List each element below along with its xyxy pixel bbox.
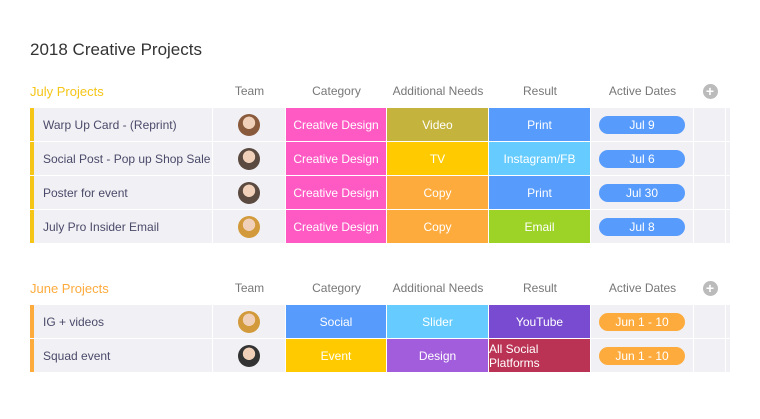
item-name[interactable]: Warp Up Card - (Reprint): [30, 108, 213, 141]
dates-cell[interactable]: Jul 9: [591, 108, 694, 141]
result-cell[interactable]: All Social Platforms: [489, 339, 591, 372]
group-title[interactable]: July Projects: [30, 83, 104, 99]
dates-cell[interactable]: Jun 1 - 10: [591, 305, 694, 338]
avatar: [238, 181, 260, 204]
column-header-dates[interactable]: Active Dates: [608, 84, 677, 98]
column-header-needs[interactable]: Additional Needs: [392, 84, 484, 98]
needs-cell[interactable]: TV: [387, 142, 489, 175]
page-title: 2018 Creative Projects: [30, 40, 202, 59]
empty-cell: [694, 142, 726, 175]
empty-cell: [694, 339, 726, 372]
category-cell[interactable]: Event: [286, 339, 387, 372]
team-cell[interactable]: [213, 210, 286, 243]
result-cell[interactable]: YouTube: [489, 305, 591, 338]
item-name[interactable]: Social Post - Pop up Shop Sale: [30, 142, 213, 175]
group-1: June Projects Team Category Additional N…: [30, 271, 730, 373]
date-pill[interactable]: Jul 8: [599, 217, 685, 236]
column-header-needs[interactable]: Additional Needs: [392, 281, 484, 295]
table-row[interactable]: Squad event Event Design All Social Plat…: [30, 339, 730, 372]
team-cell[interactable]: [213, 305, 286, 338]
avatar: [238, 113, 260, 136]
date-pill[interactable]: Jun 1 - 10: [599, 346, 685, 365]
needs-cell[interactable]: Copy: [387, 176, 489, 209]
avatar: [238, 310, 260, 333]
needs-cell[interactable]: Copy: [387, 210, 489, 243]
group-header: July Projects Team Category Additional N…: [30, 74, 730, 108]
needs-cell[interactable]: Video: [387, 108, 489, 141]
item-name[interactable]: July Pro Insider Email: [30, 210, 213, 243]
table-row[interactable]: Social Post - Pop up Shop Sale Creative …: [30, 142, 730, 175]
item-name[interactable]: Squad event: [30, 339, 213, 372]
team-cell[interactable]: [213, 176, 286, 209]
column-header-result[interactable]: Result: [522, 84, 557, 98]
result-cell[interactable]: Print: [489, 176, 591, 209]
result-cell[interactable]: Email: [489, 210, 591, 243]
item-name[interactable]: Poster for event: [30, 176, 213, 209]
category-cell[interactable]: Creative Design: [286, 176, 387, 209]
empty-cell: [694, 210, 726, 243]
add-column-icon[interactable]: +: [702, 280, 718, 296]
avatar: [238, 344, 260, 367]
column-header-category[interactable]: Category: [312, 84, 361, 98]
category-cell[interactable]: Creative Design: [286, 210, 387, 243]
needs-cell[interactable]: Slider: [387, 305, 489, 338]
item-name[interactable]: IG + videos: [30, 305, 213, 338]
column-header-team[interactable]: Team: [234, 84, 265, 98]
empty-cell: [694, 176, 726, 209]
table-row[interactable]: Warp Up Card - (Reprint) Creative Design…: [30, 108, 730, 141]
date-pill[interactable]: Jul 9: [599, 115, 685, 134]
add-column-icon[interactable]: +: [702, 83, 718, 99]
dates-cell[interactable]: Jul 30: [591, 176, 694, 209]
column-header-dates[interactable]: Active Dates: [608, 281, 677, 295]
avatar: [238, 147, 260, 170]
dates-cell[interactable]: Jul 6: [591, 142, 694, 175]
date-pill[interactable]: Jun 1 - 10: [599, 312, 685, 331]
empty-cell: [694, 305, 726, 338]
dates-cell[interactable]: Jun 1 - 10: [591, 339, 694, 372]
column-header-result[interactable]: Result: [522, 281, 557, 295]
dates-cell[interactable]: Jul 8: [591, 210, 694, 243]
group-header: June Projects Team Category Additional N…: [30, 271, 730, 305]
column-header-team[interactable]: Team: [234, 281, 265, 295]
needs-cell[interactable]: Design: [387, 339, 489, 372]
category-cell[interactable]: Social: [286, 305, 387, 338]
team-cell[interactable]: [213, 108, 286, 141]
avatar: [238, 215, 260, 238]
team-cell[interactable]: [213, 142, 286, 175]
table-row[interactable]: Poster for event Creative Design Copy Pr…: [30, 176, 730, 209]
result-cell[interactable]: Print: [489, 108, 591, 141]
table-row[interactable]: IG + videos Social Slider YouTube Jun 1 …: [30, 305, 730, 338]
group-title[interactable]: June Projects: [30, 280, 109, 296]
category-cell[interactable]: Creative Design: [286, 142, 387, 175]
team-cell[interactable]: [213, 339, 286, 372]
category-cell[interactable]: Creative Design: [286, 108, 387, 141]
result-cell[interactable]: Instagram/FB: [489, 142, 591, 175]
group-0: July Projects Team Category Additional N…: [30, 74, 730, 244]
table-row[interactable]: July Pro Insider Email Creative Design C…: [30, 210, 730, 243]
date-pill[interactable]: Jul 6: [599, 149, 685, 168]
empty-cell: [694, 108, 726, 141]
date-pill[interactable]: Jul 30: [599, 183, 685, 202]
column-header-category[interactable]: Category: [312, 281, 361, 295]
